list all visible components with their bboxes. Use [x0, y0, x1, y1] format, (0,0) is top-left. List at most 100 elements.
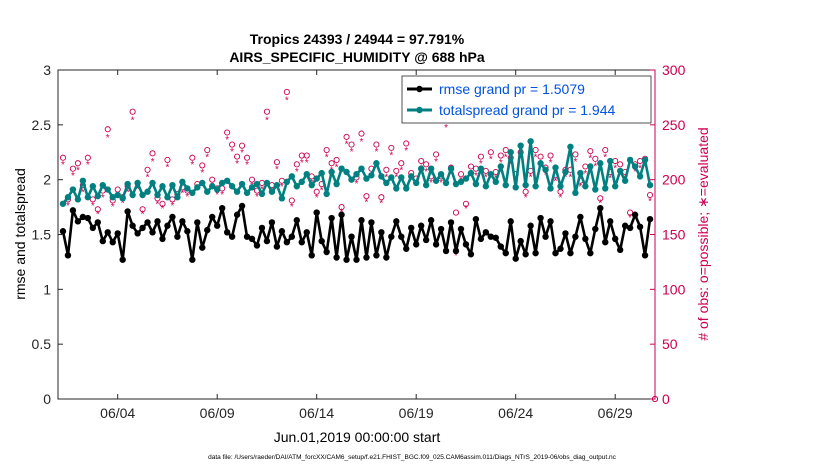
rmse-point	[532, 249, 539, 257]
obs-possible-point	[378, 194, 385, 201]
rmse-point	[422, 236, 430, 244]
obs-possible-point	[273, 159, 280, 166]
totalspread-point	[482, 183, 490, 190]
totalspread-point	[398, 174, 405, 181]
obs-possible-point	[199, 162, 206, 169]
totalspread-point	[283, 178, 291, 186]
obs-possible-point	[487, 149, 494, 156]
y-tick-label: 0.5	[32, 336, 52, 352]
totalspread-point	[154, 191, 161, 199]
obs-evaluated-point: *	[265, 115, 269, 126]
rmse-point	[313, 209, 320, 216]
x-axis-label: Jun.01,2019 00:00:00 start	[274, 429, 441, 445]
totalspread-point	[114, 191, 121, 199]
totalspread-point	[572, 189, 579, 197]
obs-evaluated-point: *	[409, 174, 413, 185]
rmse-point	[308, 252, 315, 259]
totalspread-point	[159, 183, 166, 190]
obs-evaluated-point: *	[484, 172, 488, 183]
totalspread-point	[273, 181, 281, 189]
totalspread-point	[467, 169, 475, 177]
totalspread-point	[432, 177, 440, 184]
obs-evaluated-point: *	[364, 198, 368, 209]
rmse-point	[437, 225, 445, 233]
obs-possible-point	[388, 144, 395, 151]
totalspread-point	[353, 170, 360, 178]
rmse-point	[472, 215, 480, 223]
y2-tick-label: 200	[662, 172, 686, 188]
totalspread-point	[303, 170, 310, 178]
totalspread-point	[59, 200, 67, 207]
rmse-point	[333, 254, 340, 261]
totalspread-point	[612, 183, 619, 190]
plot-area	[58, 70, 655, 399]
totalspread-point	[64, 194, 72, 201]
obs-possible-point	[452, 209, 460, 216]
totalspread-point	[293, 183, 300, 190]
totalspread-point	[129, 191, 136, 199]
obs-evaluated-point: *	[439, 178, 443, 189]
rmse-point	[388, 233, 395, 240]
rmse-point	[79, 213, 87, 221]
rmse-point	[179, 218, 186, 225]
obs-possible-point	[423, 161, 430, 168]
x-tick-label: 06/09	[200, 405, 235, 421]
rmse-point	[432, 241, 440, 248]
obs-possible-point	[398, 160, 405, 167]
totalspread-point	[422, 181, 430, 189]
totalspread-point	[313, 175, 320, 182]
rmse-point	[467, 251, 475, 258]
totalspread-point	[119, 195, 126, 202]
obs-evaluated-point: *	[588, 154, 592, 165]
obs-possible-point	[139, 206, 146, 213]
obs-evaluated-point: *	[126, 188, 130, 199]
totalspread-point	[228, 183, 236, 190]
totalspread-point	[308, 181, 315, 189]
obs-evaluated-point: *	[563, 172, 567, 183]
obs-possible-point	[248, 176, 256, 183]
rmse-point	[602, 238, 609, 246]
obs-evaluated-point: *	[205, 153, 209, 164]
x-tick-label: 06/24	[498, 405, 533, 421]
totalspread-point	[174, 194, 181, 201]
x-tick-label: 06/14	[299, 405, 334, 421]
totalspread-point	[358, 165, 365, 172]
obs-possible-point	[234, 153, 241, 160]
obs-evaluated-point: *	[81, 188, 85, 199]
y-tick-label: 0	[43, 391, 51, 407]
obs-possible-point	[288, 197, 295, 204]
totalspread-point	[109, 194, 116, 201]
obs-evaluated-point: *	[151, 157, 155, 168]
obs-possible-point	[224, 129, 231, 136]
rmse-point	[69, 207, 77, 214]
totalspread-point	[403, 185, 410, 192]
obs-possible-point	[293, 161, 300, 168]
totalspread-point	[343, 168, 350, 176]
obs-possible-point	[204, 147, 211, 154]
obs-evaluated-point: *	[161, 204, 165, 215]
obs-evaluated-point: *	[504, 153, 508, 164]
obs-evaluated-point: *	[424, 167, 428, 178]
rmse-point	[636, 223, 644, 231]
totalspread-point	[552, 164, 559, 171]
x-tick-label: 06/19	[399, 405, 434, 421]
rmse-point	[273, 243, 281, 250]
chart-title: Tropics 24393 / 24944 = 97.791%	[250, 31, 465, 47]
rmse-point	[398, 233, 405, 240]
obs-evaluated-point: *	[71, 171, 75, 182]
obs-possible-point	[159, 200, 166, 207]
totalspread-point	[268, 188, 276, 195]
obs-possible-point	[457, 171, 465, 178]
obs-evaluated-point: *	[275, 165, 279, 176]
totalspread-point	[194, 184, 201, 191]
obs-possible-point	[209, 176, 216, 183]
obs-evaluated-point: *	[345, 139, 349, 150]
y2-tick-label: 250	[662, 117, 686, 133]
totalspread-point	[223, 177, 231, 184]
rmse-point	[537, 214, 544, 222]
obs-evaluated-point: *	[245, 160, 249, 171]
rmse-point	[318, 237, 325, 245]
rmse-point	[487, 233, 495, 240]
obs-possible-point	[164, 156, 171, 163]
obs-evaluated-point: *	[434, 157, 438, 168]
